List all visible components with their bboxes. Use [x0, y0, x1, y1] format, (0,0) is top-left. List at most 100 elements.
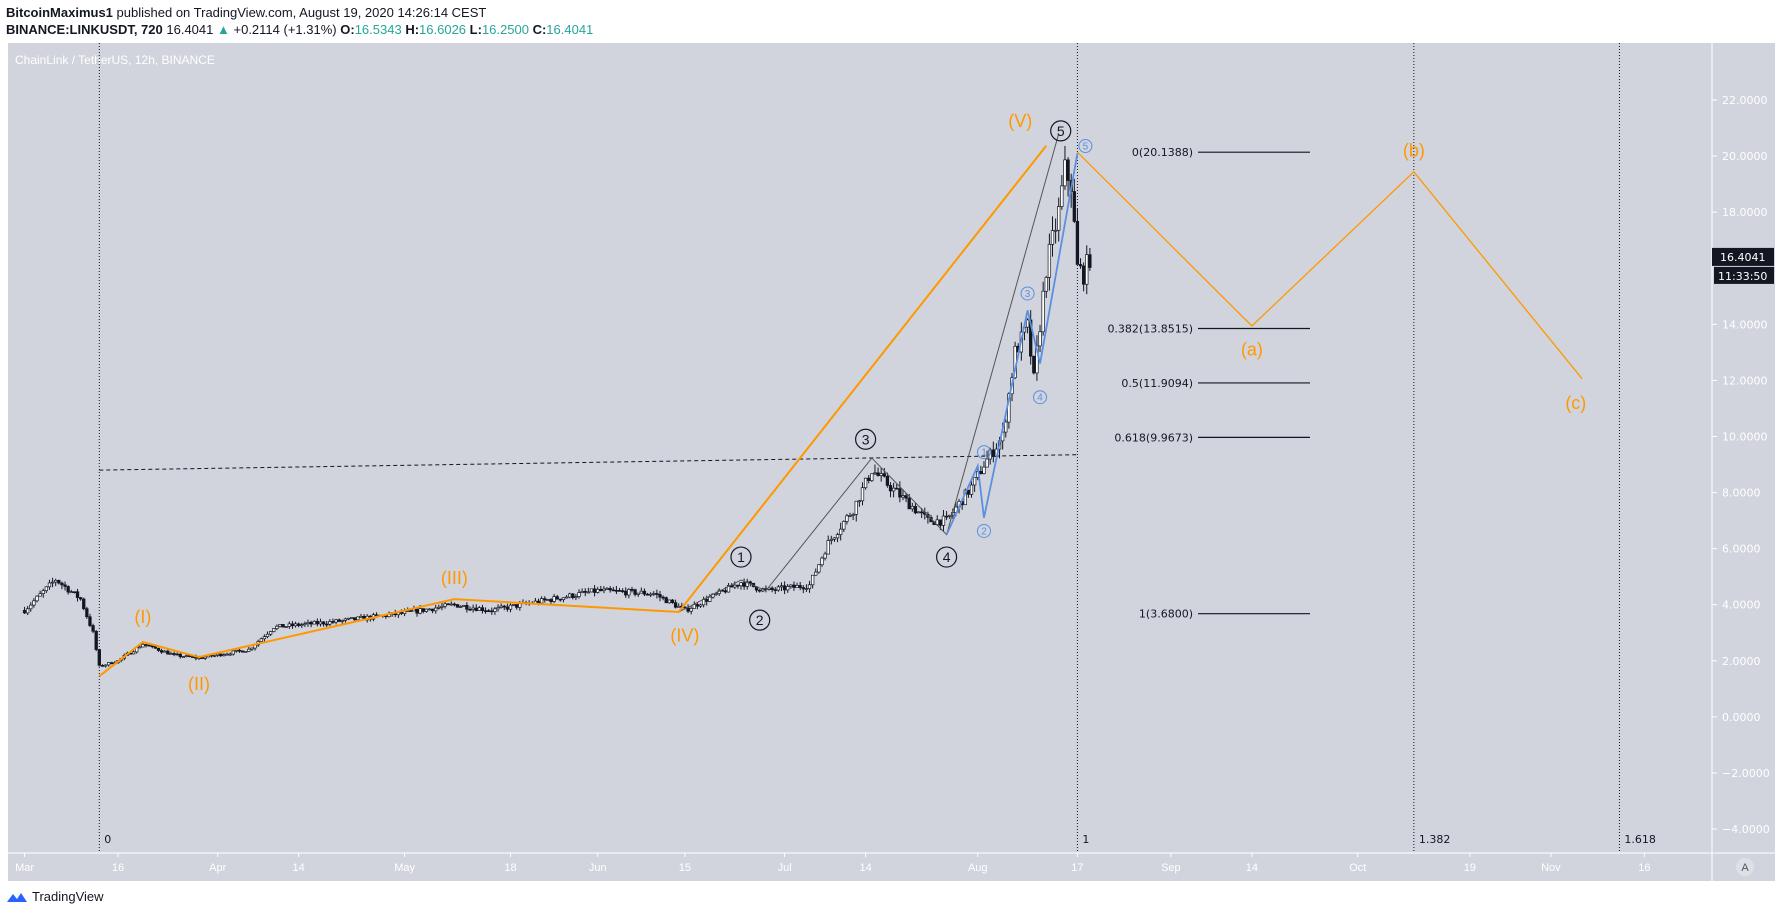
candle-body	[437, 606, 441, 609]
candle-body	[29, 604, 33, 610]
wave-label-orange: (III)	[441, 568, 468, 588]
candle-body	[166, 650, 170, 655]
candle-body	[907, 497, 911, 510]
candle-body	[50, 581, 55, 584]
candle-body	[272, 628, 276, 632]
candle-body	[543, 598, 547, 601]
candle-body	[356, 616, 360, 621]
candle-body	[228, 653, 232, 656]
candle-body	[826, 540, 830, 555]
candle-body	[459, 606, 463, 608]
auto-scale-button[interactable]	[1736, 858, 1754, 876]
candle-body	[845, 515, 849, 522]
candle-body	[792, 584, 796, 588]
black-wave-line	[678, 133, 1060, 613]
candle-body	[318, 621, 323, 625]
price-axis	[1712, 43, 1775, 853]
candle-body	[817, 564, 821, 573]
candle-body	[82, 598, 86, 610]
candle-body	[1053, 229, 1058, 232]
candle-body	[22, 609, 27, 614]
candle-body	[455, 604, 460, 608]
wave-label-orange: (II)	[188, 674, 210, 694]
candle-body	[169, 653, 173, 655]
candle-body	[870, 473, 874, 481]
candle-body	[1038, 331, 1042, 347]
candle-body	[677, 605, 681, 608]
candle-body	[474, 607, 478, 611]
candle-body	[440, 605, 444, 608]
candle-body	[860, 487, 865, 502]
candle-body	[670, 599, 675, 604]
candle-body	[941, 515, 946, 526]
candle-body	[742, 582, 746, 587]
candle-body	[293, 623, 298, 627]
price-chart[interactable]: ChainLink / TetherUS, 12h, BINANCE 2 2.000…	[0, 0, 1783, 885]
candle-body	[505, 606, 510, 610]
x-tick-label: May	[394, 862, 415, 874]
x-tick-label: Jun	[589, 862, 607, 874]
candle-body	[91, 625, 95, 632]
wave-circle-black	[1050, 120, 1072, 142]
wave-label-blue: 2	[981, 526, 987, 537]
candle-body	[421, 608, 425, 612]
x-tick-label: 18	[504, 862, 516, 874]
candle-body	[614, 589, 619, 592]
candle-body	[247, 648, 251, 652]
wave-circle-blue	[1033, 390, 1048, 405]
candle-body	[287, 623, 291, 627]
candle-body	[1041, 290, 1045, 333]
candle-body	[739, 582, 743, 587]
candle-body	[331, 621, 335, 623]
candle-body	[701, 599, 706, 606]
candle-body	[605, 588, 609, 590]
candle-body	[1081, 265, 1086, 285]
chart-title: ChainLink / TetherUS, 12h, BINANCE	[15, 53, 215, 67]
y-tick-label: −4.0000	[1722, 823, 1770, 836]
x-tick-label: 14	[1246, 862, 1258, 874]
publish-info: BitcoinMaximus1 published on TradingView…	[6, 5, 486, 20]
candle-body	[477, 607, 481, 611]
candle-body	[150, 645, 154, 648]
candle-body	[773, 589, 777, 591]
candle-body	[515, 604, 519, 608]
candle-body	[683, 606, 687, 609]
candle-body	[795, 585, 799, 588]
candle-body	[63, 584, 67, 587]
low-value: 16.2500	[481, 22, 529, 37]
candle-body	[969, 484, 974, 495]
candle-body	[212, 654, 217, 657]
wave-circle-blue	[976, 523, 991, 538]
close-value: 16.4041	[546, 22, 594, 37]
candle-body	[418, 608, 422, 614]
candle-body	[240, 650, 245, 653]
candle-body	[424, 608, 429, 612]
candle-body	[499, 605, 503, 608]
candle-body	[888, 485, 893, 492]
candle-body	[664, 597, 668, 604]
candle-body	[583, 591, 587, 593]
fib-level-label: 0.382(13.8515)	[1107, 322, 1193, 335]
candle-body	[446, 603, 450, 606]
tradingview-brand[interactable]: TradingView	[32, 889, 104, 904]
author-name[interactable]: BitcoinMaximus1	[6, 5, 113, 20]
candle-body	[627, 588, 631, 596]
candle-body	[652, 593, 656, 595]
candle-body	[300, 624, 304, 627]
y-tick-label: 18.0000	[1722, 206, 1768, 219]
candle-body	[175, 653, 179, 656]
candle-body	[782, 585, 787, 591]
candle-body	[203, 656, 207, 659]
candle-body	[624, 590, 628, 596]
candle-body	[589, 588, 594, 593]
candle-body	[823, 553, 827, 559]
candle-body	[268, 631, 273, 635]
x-tick-label: 19	[1464, 862, 1476, 874]
open-label: O:	[340, 22, 355, 37]
candle-body	[736, 584, 740, 587]
y-tick-label: 2.0000	[1722, 655, 1761, 668]
candle-body	[480, 607, 485, 612]
candle-body	[568, 593, 572, 598]
high-label: H:	[405, 22, 420, 37]
y-tick-label: 6.0000	[1722, 543, 1761, 556]
